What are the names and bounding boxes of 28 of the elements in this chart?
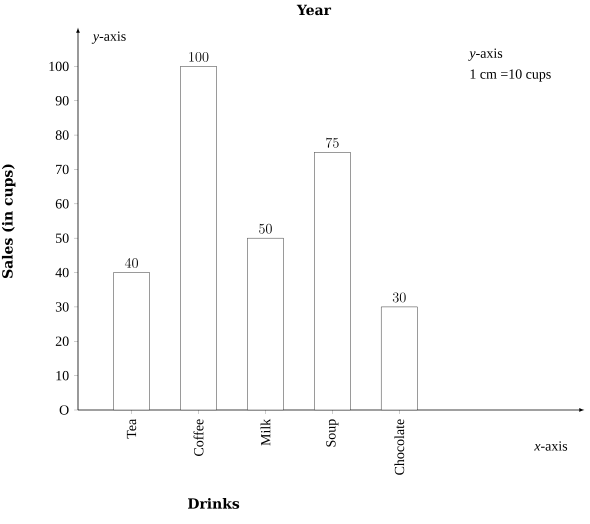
- y-axis-title: Sales (in cups): [2, 164, 16, 278]
- y-tick-label: 90: [56, 96, 69, 106]
- y-tick-label: 80: [56, 130, 69, 140]
- y-tick-label: 70: [56, 164, 69, 174]
- y-tick-label: O: [60, 405, 69, 415]
- x-tick-label: Coffee: [193, 419, 204, 456]
- chart-title: Year: [296, 4, 332, 16]
- y-tick-label: 20: [56, 336, 69, 346]
- x-tick-label: Chocolate: [394, 419, 404, 475]
- y-tick-label: 40: [55, 268, 69, 278]
- text: x-axis: [534, 441, 568, 451]
- data-label: 50: [259, 224, 272, 234]
- y-tick-label: 60: [56, 199, 69, 209]
- x-tick-label: Tea: [126, 419, 136, 439]
- y-tick-label: 10: [56, 370, 69, 380]
- data-label: 40: [124, 258, 138, 268]
- annotation: y-axis: [92, 32, 126, 44]
- x-tick-label: Milk: [260, 418, 270, 446]
- x-axis-title: Drinks: [188, 498, 240, 509]
- x-tick-label: Soup: [326, 419, 338, 447]
- text: y-axis: [468, 48, 502, 61]
- y-tick-label: 100: [49, 62, 69, 72]
- data-label: 100: [189, 52, 208, 62]
- data-label: 75: [326, 138, 339, 148]
- text: 1 cm =10 cups: [470, 69, 551, 82]
- y-tick-label: 30: [56, 302, 69, 312]
- data-label: 30: [392, 292, 406, 302]
- y-tick-label: 50: [56, 233, 69, 243]
